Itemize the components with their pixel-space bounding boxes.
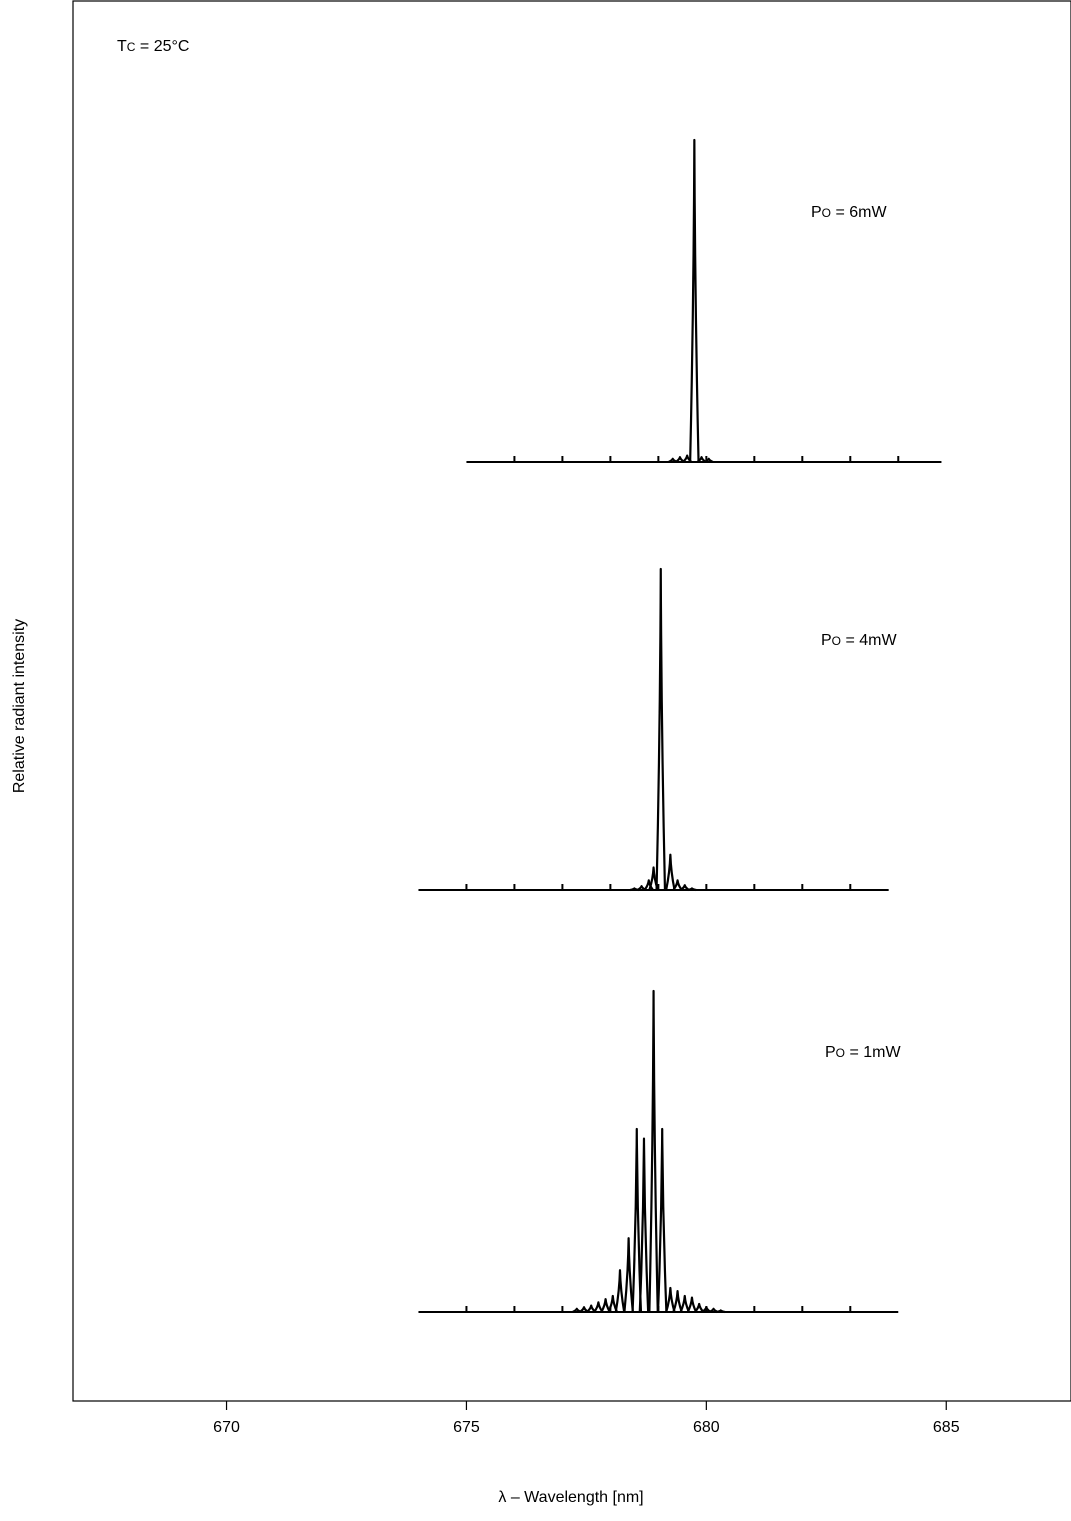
spectral-peak <box>668 457 678 464</box>
spectral-peak <box>636 885 647 891</box>
spectrum-series-3: PO = 1mW <box>418 989 901 1314</box>
series-label: PO = 1mW <box>825 1044 901 1061</box>
spectral-peak <box>679 1294 690 1313</box>
spectral-peak <box>708 1307 719 1314</box>
x-tick-label: 675 <box>453 1419 480 1436</box>
spectral-peak <box>716 1309 726 1314</box>
spectrum-series-1: PO = 6mW <box>466 138 942 464</box>
spectral-peak <box>586 1304 597 1313</box>
series-label-main: P <box>811 204 822 221</box>
condition-label-main: T <box>117 38 127 55</box>
spectral-peak <box>694 1302 705 1313</box>
x-axis-label: λ – Wavelength [nm] <box>498 1489 643 1506</box>
series-label-main: P <box>825 1044 836 1061</box>
spectral-peak <box>665 853 676 891</box>
spectral-peak <box>689 138 700 463</box>
spectral-peak <box>631 1127 643 1313</box>
spectral-peak <box>696 456 707 463</box>
spectral-peak <box>579 1306 589 1313</box>
spectral-peak <box>665 1286 676 1313</box>
series-label-sub: O <box>822 206 831 220</box>
spectral-peak <box>600 1298 611 1313</box>
y-axis-label: Relative radiant intensity <box>11 619 28 793</box>
spectral-peak <box>675 456 685 463</box>
spectral-peak <box>593 1301 604 1313</box>
plot-frame <box>72 0 1071 1402</box>
series-label: PO = 4mW <box>821 632 897 649</box>
spectral-peak <box>686 1296 698 1313</box>
spectral-peak <box>679 884 690 891</box>
spectral-peak <box>623 1237 634 1313</box>
series-label-sub: O <box>832 634 841 648</box>
condition-label: TC = 25°C <box>117 38 189 55</box>
spectral-peak <box>648 989 659 1313</box>
series-label: PO = 6mW <box>811 204 887 221</box>
spectral-peak <box>638 1137 650 1313</box>
spectral-peak <box>629 887 639 892</box>
spectrum-series-2: PO = 4mW <box>418 567 897 892</box>
x-tick-label: 685 <box>933 1419 960 1436</box>
x-axis: 670 675 680 685 <box>213 1401 960 1436</box>
spectral-peak <box>701 1306 712 1313</box>
spectral-peak <box>672 1290 683 1313</box>
spectral-peak <box>687 887 697 892</box>
x-tick-label: 680 <box>693 1419 720 1436</box>
spectral-peak <box>655 567 667 891</box>
series-label-main: P <box>821 632 832 649</box>
x-tick-label: 670 <box>213 1419 240 1436</box>
spectral-peak <box>704 457 714 464</box>
condition-label-sub: C <box>127 40 136 54</box>
spectral-peak <box>607 1294 618 1313</box>
series-label-rest: = 6mW <box>831 204 887 221</box>
series-label-sub: O <box>836 1046 845 1060</box>
spectral-peak <box>672 879 683 891</box>
spectral-peak <box>572 1307 582 1314</box>
condition-label-rest: = 25°C <box>135 38 189 55</box>
spectral-peak <box>614 1269 626 1313</box>
spectral-peak <box>656 1127 668 1313</box>
series-label-rest: = 4mW <box>841 632 897 649</box>
series-label-rest: = 1mW <box>845 1044 901 1061</box>
